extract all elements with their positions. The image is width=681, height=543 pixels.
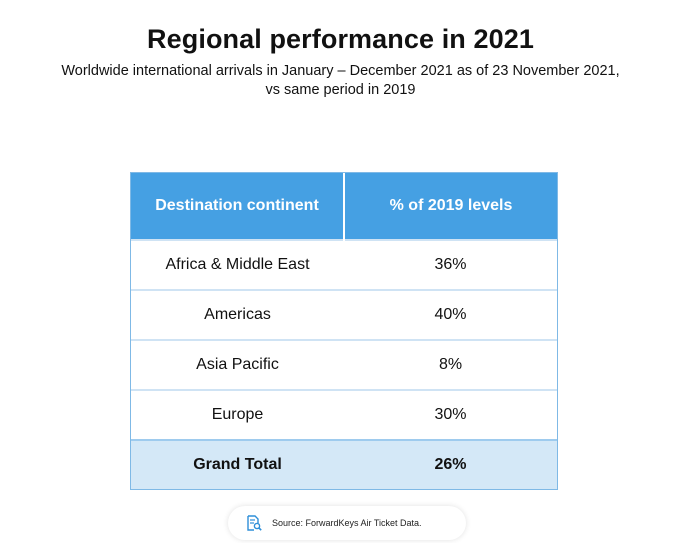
column-header-percent: % of 2019 levels xyxy=(344,173,557,240)
column-header-destination: Destination continent xyxy=(131,173,345,240)
grand-total-row: Grand Total 26% xyxy=(131,439,557,489)
source-note: Source: ForwardKeys Air Ticket Data. xyxy=(228,506,466,540)
data-table: Destination continent % of 2019 levels A… xyxy=(131,173,557,489)
table-row: Africa & Middle East 36% xyxy=(131,239,557,290)
cell-percent: 30% xyxy=(344,389,557,440)
cell-percent: 40% xyxy=(344,289,557,340)
subtitle-line-1: Worldwide international arrivals in Janu… xyxy=(61,63,620,79)
chart-subtitle: Worldwide international arrivals in Janu… xyxy=(0,62,681,100)
chart-title: Regional performance in 2021 xyxy=(147,24,534,54)
cell-percent: 36% xyxy=(344,239,557,290)
table-row: Asia Pacific 8% xyxy=(131,339,557,390)
table-row: Europe 30% xyxy=(131,389,557,440)
table-row: Americas 40% xyxy=(131,289,557,340)
cell-continent: Africa & Middle East xyxy=(131,239,344,290)
grand-total-label: Grand Total xyxy=(131,439,344,489)
performance-table: Destination continent % of 2019 levels A… xyxy=(130,172,558,490)
cell-continent: Asia Pacific xyxy=(131,339,344,390)
cell-continent: Europe xyxy=(131,389,344,440)
document-search-icon xyxy=(247,515,262,531)
subtitle-line-2: vs same period in 2019 xyxy=(265,82,416,98)
cell-percent: 8% xyxy=(344,339,557,390)
source-text: Source: ForwardKeys Air Ticket Data. xyxy=(272,518,422,528)
grand-total-value: 26% xyxy=(344,439,557,489)
cell-continent: Americas xyxy=(131,289,344,340)
table-header-row: Destination continent % of 2019 levels xyxy=(131,173,557,240)
